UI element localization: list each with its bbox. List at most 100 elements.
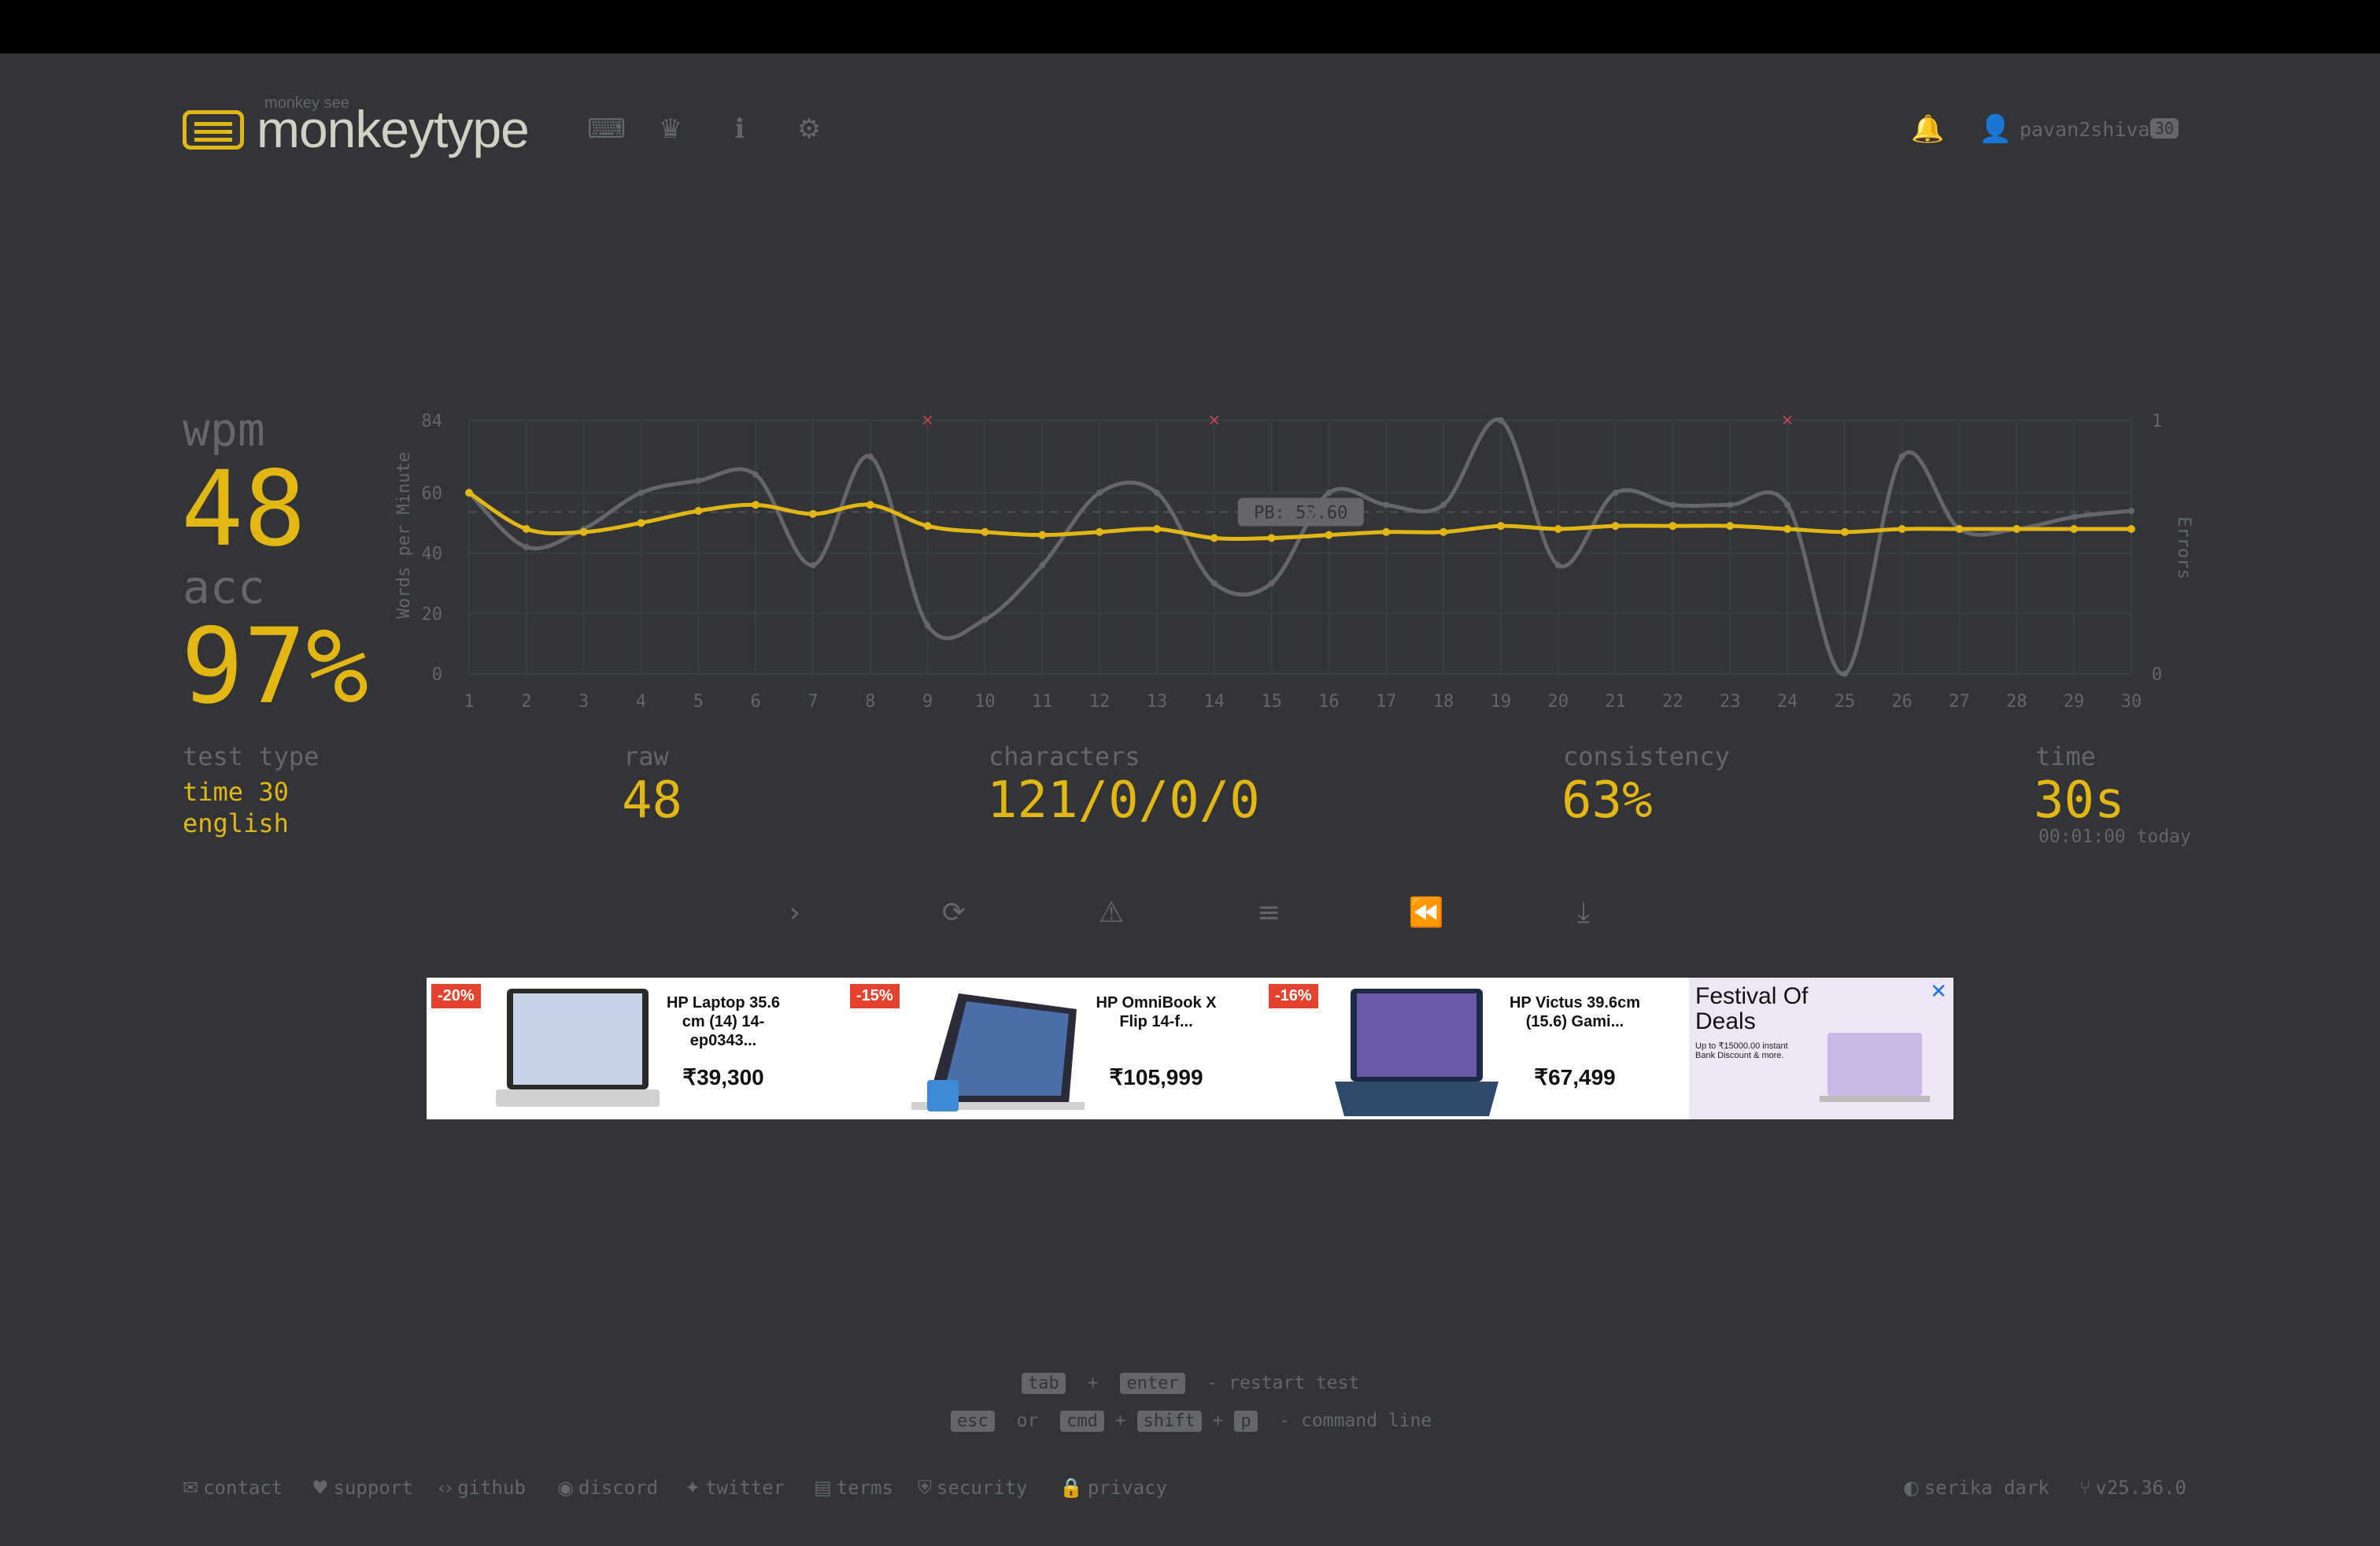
x-tick-label: 25 bbox=[1835, 692, 1856, 712]
raw-point bbox=[523, 544, 530, 550]
user-icon[interactable]: 👤 bbox=[1979, 113, 2012, 145]
shift-key: shift bbox=[1136, 1411, 1202, 1432]
restart-button[interactable]: ⟳ bbox=[930, 890, 978, 937]
raw-point bbox=[1268, 580, 1275, 586]
test-type-label: test type bbox=[183, 742, 320, 771]
ad-promo-panel[interactable]: Festival Of Deals Up to ₹15000.00 instan… bbox=[1689, 978, 1953, 1119]
laptop-image[interactable] bbox=[1332, 986, 1502, 1116]
laptop-image[interactable] bbox=[493, 986, 663, 1116]
y-tick-label: 0 bbox=[432, 665, 442, 685]
screenshot-button[interactable]: ⤓ bbox=[1560, 890, 1607, 937]
x-tick-label: 30 bbox=[2121, 692, 2142, 712]
y-tick-label: 60 bbox=[422, 484, 443, 504]
x-tick-label: 19 bbox=[1491, 692, 1512, 712]
ad-close-icon[interactable]: ✕ bbox=[1930, 979, 1947, 1003]
raw-point bbox=[1727, 501, 1734, 509]
ad-product-price: ₹39,300 bbox=[682, 1065, 764, 1089]
x-tick-label: 5 bbox=[693, 692, 704, 712]
raw-point bbox=[1784, 501, 1791, 509]
consistency-value: 63% bbox=[1561, 771, 1653, 830]
logo-text[interactable]: monkeytype bbox=[257, 100, 530, 158]
footer-link-github[interactable]: ‹› github bbox=[438, 1477, 526, 1499]
x-tick-label: 2 bbox=[521, 692, 531, 712]
x-tick-label: 9 bbox=[922, 692, 933, 712]
wpm-point bbox=[1669, 522, 1677, 531]
keyboard-icon[interactable]: ⌨ bbox=[587, 113, 626, 145]
code-icon: ‹› bbox=[438, 1477, 453, 1499]
raw-point bbox=[638, 490, 645, 496]
crown-icon[interactable]: ♛ bbox=[658, 113, 683, 145]
raw-point bbox=[924, 622, 931, 629]
x-axis-ticks: 1 2 3 4 5 6 7 8 9 10 11 12 13 14 15 16 17 18 19 20 21 22 23 24 2… bbox=[464, 692, 2142, 712]
y-tick-label: 40 bbox=[422, 545, 443, 564]
y-axis-ticks: 84 60 40 20 0 bbox=[422, 412, 443, 685]
ad-discount-badge: -15% bbox=[850, 984, 900, 1008]
wpm-point bbox=[1898, 525, 1906, 533]
footer-link-privacy[interactable]: 🔒 privacy bbox=[1059, 1477, 1168, 1499]
wpm-point bbox=[1152, 525, 1161, 533]
raw-label: raw bbox=[623, 742, 669, 771]
footer-link-contact[interactable]: ✉ contact bbox=[183, 1477, 283, 1499]
wpm-point bbox=[465, 489, 473, 497]
ad-product-title[interactable]: HP Laptop 35.6 cm (14) 14-ep0343... bbox=[666, 994, 781, 1049]
restart-icon: ⟳ bbox=[941, 897, 966, 929]
x-tick-label: 14 bbox=[1204, 692, 1225, 712]
x-tick-label: 12 bbox=[1089, 692, 1111, 712]
ad-product-title[interactable]: HP OmniBook X Flip 14-f... bbox=[1096, 994, 1217, 1030]
username[interactable]: pavan2shiva bbox=[2020, 118, 2150, 141]
wpm-point bbox=[1439, 527, 1448, 536]
error-marker: × bbox=[1207, 410, 1221, 429]
info-icon[interactable]: ℹ bbox=[734, 113, 745, 145]
wpm-point bbox=[1726, 522, 1735, 531]
wpm-point bbox=[2012, 525, 2021, 533]
footer-link-terms[interactable]: ▤ terms bbox=[814, 1477, 893, 1499]
footer-link-support[interactable]: ♥ support bbox=[312, 1477, 413, 1499]
words-history-button[interactable]: ≡ bbox=[1245, 890, 1292, 937]
restart-hint: tab + enter - restart test bbox=[1022, 1373, 1359, 1394]
wpm-point bbox=[2070, 525, 2079, 533]
raw-point bbox=[1210, 580, 1218, 586]
x-tick-label: 29 bbox=[2064, 692, 2085, 712]
ad-discount-badge: -20% bbox=[431, 984, 481, 1008]
footer-link-discord[interactable]: ◉ discord bbox=[557, 1477, 659, 1499]
time-value: 30s bbox=[2034, 771, 2125, 830]
wpm-point bbox=[1955, 525, 1964, 533]
wpm-point bbox=[1325, 531, 1333, 539]
logo-icon[interactable] bbox=[183, 110, 244, 150]
raw-point bbox=[1383, 501, 1390, 509]
y2-axis-label: Errors bbox=[2174, 516, 2193, 579]
ad-discount-badge: -16% bbox=[1269, 984, 1318, 1008]
x-tick-label: 10 bbox=[974, 692, 996, 712]
raw-point bbox=[1440, 501, 1447, 509]
raw-value: 48 bbox=[622, 771, 683, 830]
envelope-icon: ✉ bbox=[183, 1477, 199, 1499]
raw-series-line bbox=[468, 417, 2132, 676]
pb-annotation: PB: 53.60 bbox=[469, 497, 2131, 527]
ad-product-title[interactable]: HP Victus 39.6cm (15.6) Gami... bbox=[1509, 994, 1641, 1030]
replay-button[interactable]: ⏪ bbox=[1402, 890, 1450, 937]
y-tick-label: 20 bbox=[422, 605, 443, 624]
raw-point bbox=[1612, 490, 1619, 496]
footer-link-security[interactable]: ⛨ security bbox=[918, 1477, 1028, 1499]
laptop-image[interactable] bbox=[911, 986, 1092, 1116]
theme-button[interactable]: ◐ serika dark bbox=[1903, 1477, 2049, 1499]
x-tick-label: 26 bbox=[1891, 692, 1913, 712]
raw-point bbox=[1039, 562, 1046, 568]
ad-banner[interactable]: -20% HP Laptop 35.6 cm (14) 14-ep0343...… bbox=[427, 978, 1953, 1119]
report-button[interactable]: ⚠ bbox=[1088, 890, 1135, 937]
bell-icon[interactable]: 🔔 bbox=[1911, 113, 1945, 145]
version-button[interactable]: ⑂ v25.36.0 bbox=[2079, 1477, 2186, 1499]
tab-key: tab bbox=[1022, 1373, 1066, 1394]
next-test-button[interactable]: › bbox=[771, 890, 819, 937]
footer-link-twitter[interactable]: ✦ twitter bbox=[685, 1477, 785, 1499]
wpm-point bbox=[1783, 525, 1792, 533]
x-tick-label: 17 bbox=[1376, 692, 1397, 712]
wpm-point bbox=[1267, 534, 1276, 542]
wpm-value: 48 bbox=[181, 449, 306, 570]
gear-icon[interactable]: ⚙ bbox=[796, 113, 822, 145]
wpm-point bbox=[923, 522, 932, 531]
raw-point bbox=[2071, 513, 2078, 520]
wpm-point bbox=[1611, 522, 1620, 531]
chart-grid bbox=[468, 420, 2132, 675]
